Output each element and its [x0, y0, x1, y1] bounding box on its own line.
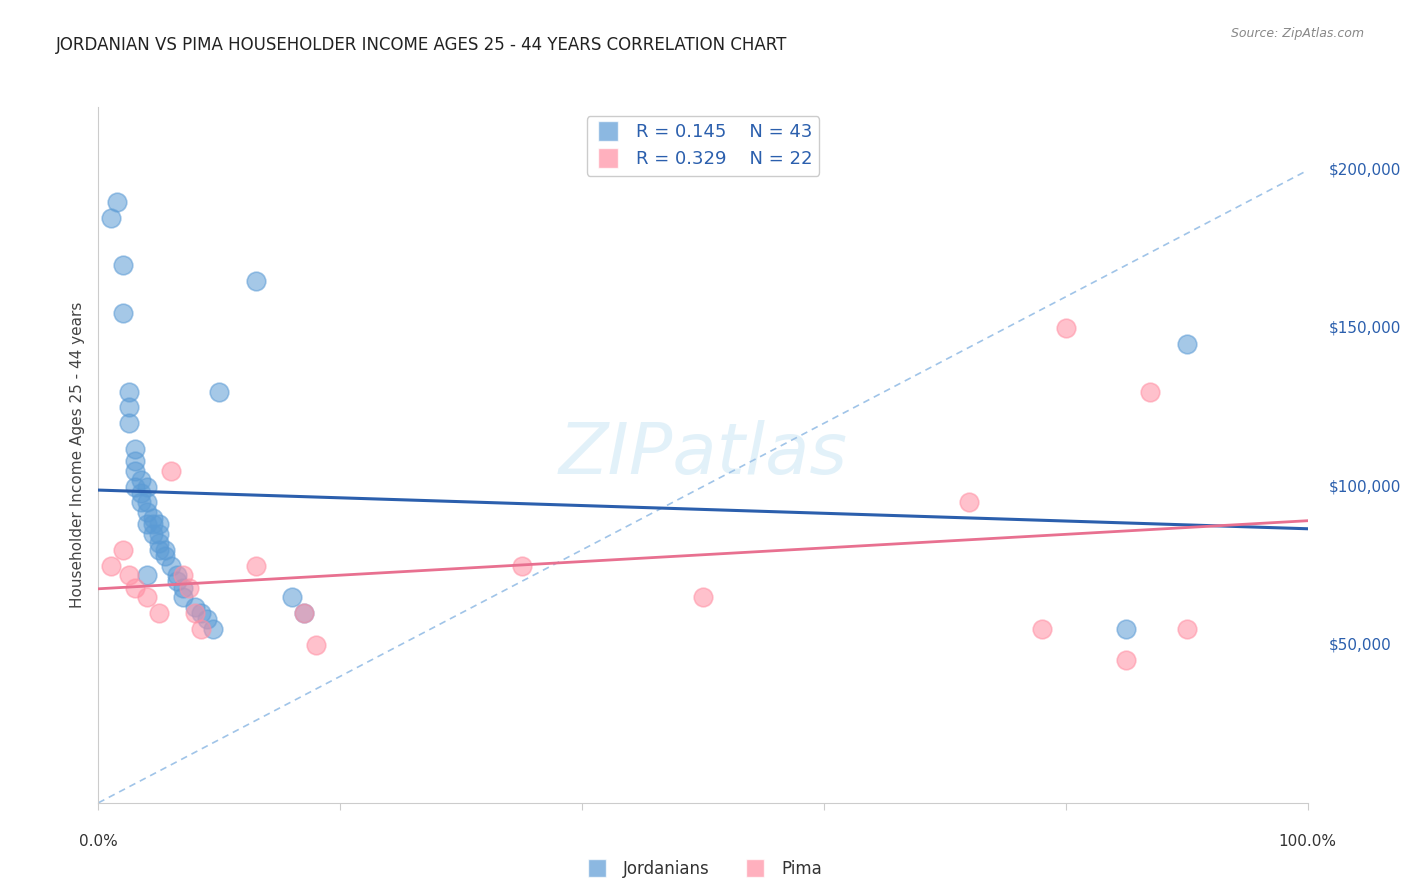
Point	[281, 591, 304, 605]
Point	[142, 511, 165, 525]
Point	[184, 599, 207, 614]
Point	[692, 591, 714, 605]
Legend: Jordanians, Pima: Jordanians, Pima	[578, 854, 828, 885]
Point	[305, 638, 328, 652]
Point	[118, 401, 141, 415]
Point	[190, 622, 212, 636]
Point	[160, 464, 183, 478]
Point	[124, 454, 146, 468]
Point	[142, 517, 165, 532]
Point	[111, 305, 134, 319]
Point	[135, 495, 157, 509]
Point	[1175, 337, 1198, 351]
Y-axis label: Householder Income Ages 25 - 44 years: Householder Income Ages 25 - 44 years	[69, 301, 84, 608]
Point	[135, 568, 157, 582]
Point	[148, 527, 170, 541]
Point	[148, 517, 170, 532]
Point	[118, 417, 141, 431]
Point	[195, 612, 218, 626]
Point	[202, 622, 225, 636]
Point	[118, 384, 141, 399]
Point	[135, 517, 157, 532]
Text: JORDANIAN VS PIMA HOUSEHOLDER INCOME AGES 25 - 44 YEARS CORRELATION CHART: JORDANIAN VS PIMA HOUSEHOLDER INCOME AGE…	[56, 36, 787, 54]
Point	[245, 274, 267, 288]
Point	[135, 591, 157, 605]
Point	[148, 606, 170, 620]
Point	[148, 536, 170, 550]
Point	[190, 606, 212, 620]
Point	[292, 606, 315, 620]
Point	[129, 495, 152, 509]
Text: $50,000: $50,000	[1329, 637, 1392, 652]
Text: $150,000: $150,000	[1329, 321, 1400, 336]
Point	[957, 495, 980, 509]
Text: 0.0%: 0.0%	[79, 834, 118, 849]
Point	[292, 606, 315, 620]
Point	[124, 442, 146, 456]
Point	[129, 473, 152, 487]
Point	[1054, 321, 1077, 335]
Point	[160, 558, 183, 573]
Point	[172, 591, 194, 605]
Point	[172, 581, 194, 595]
Point	[245, 558, 267, 573]
Point	[100, 558, 122, 573]
Text: ZIPatlas: ZIPatlas	[558, 420, 848, 490]
Point	[208, 384, 231, 399]
Point	[148, 542, 170, 557]
Point	[153, 549, 176, 563]
Text: $200,000: $200,000	[1329, 163, 1400, 178]
Point	[124, 581, 146, 595]
Text: Source: ZipAtlas.com: Source: ZipAtlas.com	[1230, 27, 1364, 40]
Point	[118, 568, 141, 582]
Point	[111, 542, 134, 557]
Point	[135, 479, 157, 493]
Point	[129, 486, 152, 500]
Point	[172, 568, 194, 582]
Point	[184, 606, 207, 620]
Point	[510, 558, 533, 573]
Point	[153, 542, 176, 557]
Point	[111, 258, 134, 272]
Point	[124, 479, 146, 493]
Point	[1115, 653, 1137, 667]
Text: $100,000: $100,000	[1329, 479, 1400, 494]
Point	[1115, 622, 1137, 636]
Point	[100, 211, 122, 225]
Point	[1031, 622, 1053, 636]
Point	[177, 581, 201, 595]
Point	[1139, 384, 1161, 399]
Point	[124, 464, 146, 478]
Point	[166, 568, 188, 582]
Point	[166, 574, 188, 589]
Text: 100.0%: 100.0%	[1278, 834, 1337, 849]
Point	[1175, 622, 1198, 636]
Point	[142, 527, 165, 541]
Point	[105, 194, 128, 209]
Point	[135, 505, 157, 519]
